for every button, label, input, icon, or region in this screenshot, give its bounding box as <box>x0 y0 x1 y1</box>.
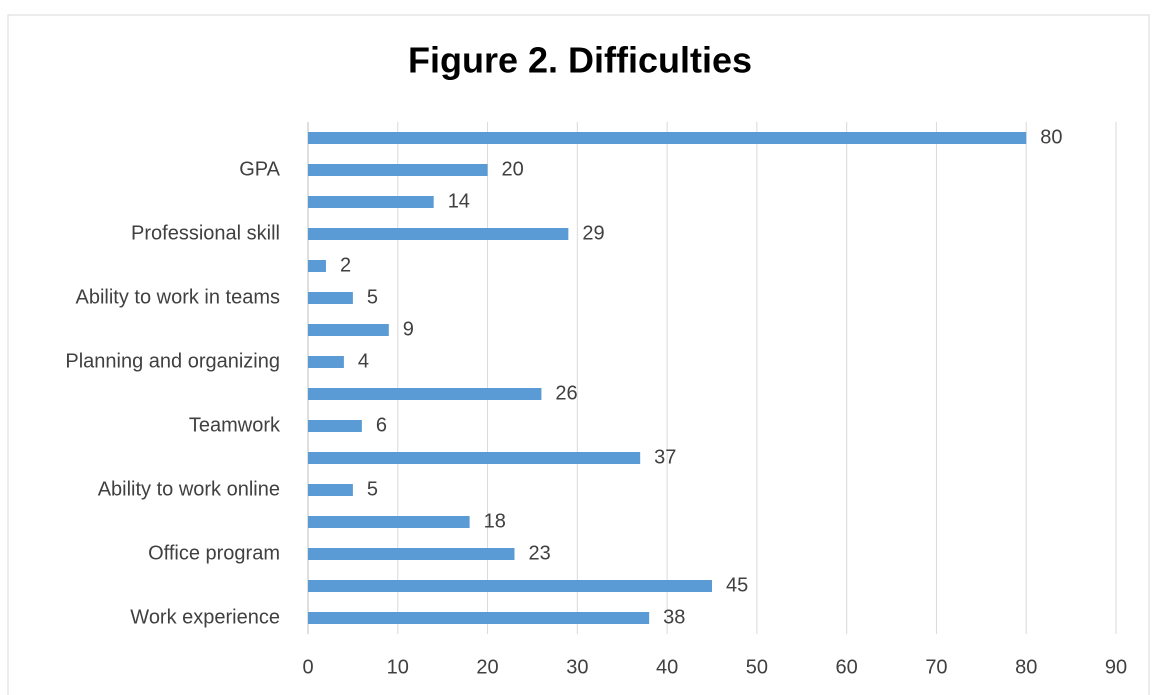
bar <box>308 132 1027 144</box>
y-tick-label: Ability to work in teams <box>75 286 280 308</box>
bar <box>308 388 542 400</box>
value-label: 37 <box>654 446 676 468</box>
bar <box>308 356 344 368</box>
value-label: 45 <box>726 574 748 596</box>
y-tick-label: GPA <box>239 158 280 180</box>
value-label: 6 <box>376 414 387 436</box>
bar <box>308 580 712 592</box>
x-tick-label: 10 <box>387 656 409 678</box>
bar <box>308 548 515 560</box>
bar <box>308 228 569 240</box>
x-tick-label: 0 <box>302 656 313 678</box>
bar <box>308 196 434 208</box>
value-label: 20 <box>502 158 524 180</box>
x-tick-label: 90 <box>1105 656 1127 678</box>
value-label: 26 <box>555 382 577 404</box>
value-label: 9 <box>403 318 414 340</box>
x-tick-label: 80 <box>1015 656 1037 678</box>
value-label: 18 <box>484 510 506 532</box>
bar <box>308 612 650 624</box>
bar <box>308 260 326 272</box>
x-tick-label: 40 <box>656 656 678 678</box>
value-label: 38 <box>663 606 685 628</box>
bar <box>308 484 353 496</box>
bar <box>308 324 389 336</box>
value-label: 2 <box>340 254 351 276</box>
x-tick-label: 70 <box>925 656 947 678</box>
x-tick-label: 50 <box>746 656 768 678</box>
x-tick-label: 60 <box>836 656 858 678</box>
x-tick-label: 30 <box>566 656 588 678</box>
bar <box>308 516 470 528</box>
bar <box>308 292 353 304</box>
y-tick-label: Planning and organizing <box>65 350 280 372</box>
y-tick-label: Professional skill <box>131 222 280 244</box>
y-tick-label: Office program <box>148 542 280 564</box>
y-tick-label: Teamwork <box>189 414 281 436</box>
chart-title: Figure 2. Difficulties <box>408 40 752 81</box>
value-label: 29 <box>582 222 604 244</box>
y-tick-label: Ability to work online <box>98 478 280 500</box>
value-label: 80 <box>1040 126 1062 148</box>
bar <box>308 452 641 464</box>
x-tick-label: 20 <box>476 656 498 678</box>
value-label: 14 <box>448 190 470 212</box>
value-label: 4 <box>358 350 369 372</box>
value-label: 5 <box>367 478 378 500</box>
value-label: 23 <box>528 542 550 564</box>
value-label: 5 <box>367 286 378 308</box>
bar <box>308 164 488 176</box>
y-tick-label: Work experience <box>130 606 280 628</box>
bar <box>308 420 362 432</box>
